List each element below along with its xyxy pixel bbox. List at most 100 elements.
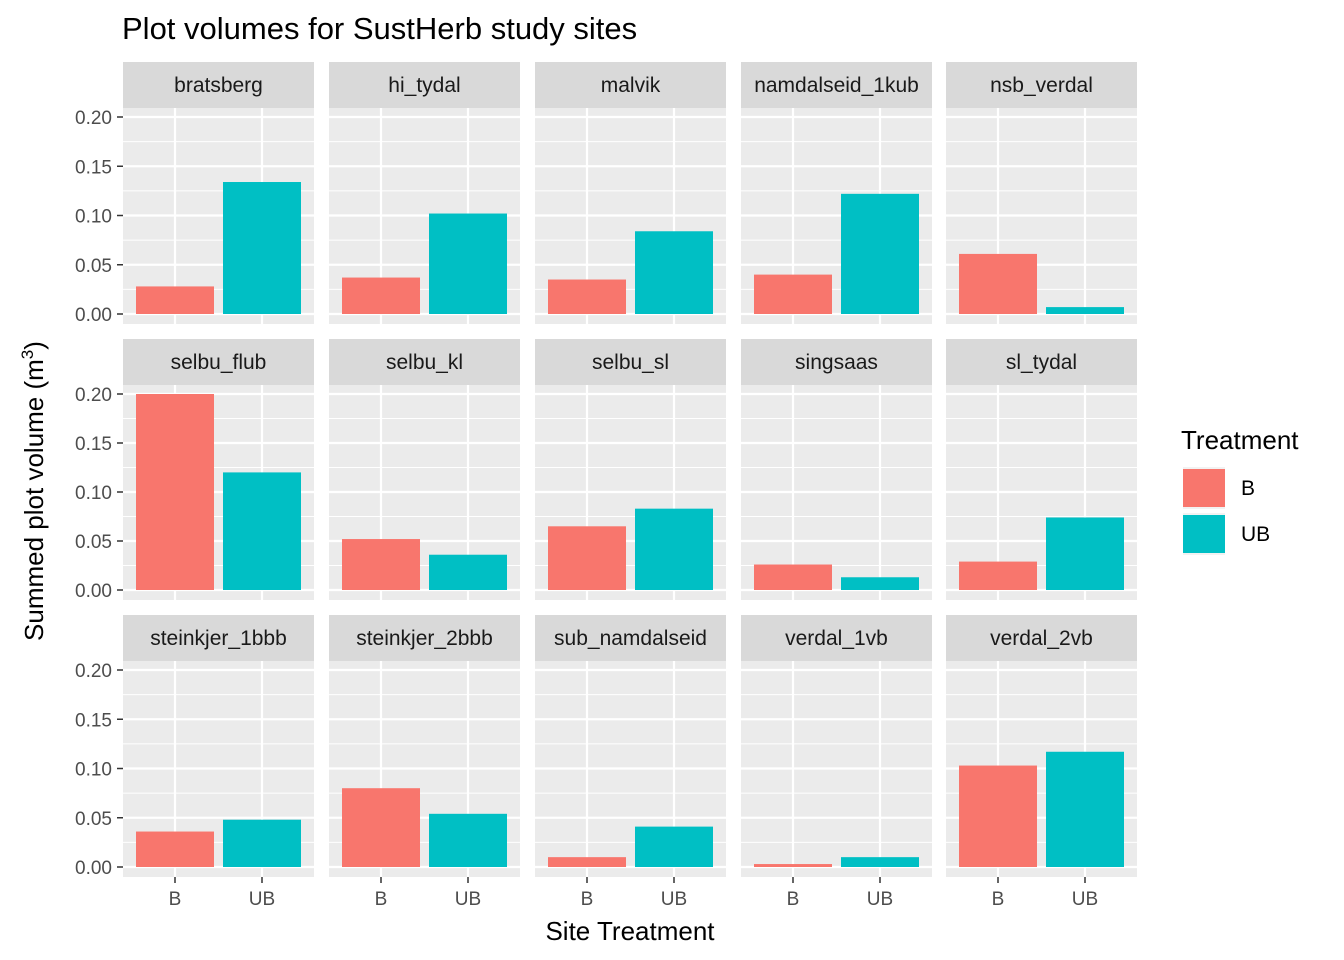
facet-label: hi_tydal [388, 74, 460, 97]
facet-label: malvik [601, 74, 661, 97]
facet-strip [123, 62, 314, 108]
legend-title: Treatment [1181, 425, 1299, 455]
y-axes: 0.00 0.05 0.10 0.15 0.20 0.00 0.05 0.10 0.15 0.20… [75, 108, 123, 879]
facet-namdalseid_1kub: namdalseid_1kub [741, 62, 932, 324]
facet-strip [946, 62, 1137, 108]
x-tick-label: B [992, 889, 1005, 910]
x-axis-title: Site Treatment [545, 916, 715, 946]
facet-label: selbu_kl [386, 351, 463, 374]
facet-selbu_flub: selbu_flub [123, 339, 314, 600]
bar-selbu_flub-B [136, 394, 214, 590]
facet-label: sl_tydal [1006, 351, 1077, 374]
facet-strip [123, 615, 314, 661]
y-tick-label: 0.20 [75, 385, 112, 406]
facet-label: selbu_flub [171, 351, 267, 374]
facet-strip [535, 62, 726, 108]
bar-sl_tydal-UB [1046, 517, 1124, 590]
y-tick-label: 0.00 [75, 581, 112, 602]
facet-strip [946, 339, 1137, 385]
facet-strip [535, 615, 726, 661]
legend: Treatment B UB [1181, 425, 1299, 555]
bar-selbu_kl-B [342, 539, 420, 590]
bar-verdal_1vb-UB [841, 857, 919, 867]
y-tick-label: 0.20 [75, 108, 112, 129]
bar-sub_namdalseid-UB [635, 826, 713, 867]
bar-namdalseid_1kub-B [754, 274, 832, 314]
facet-label: bratsberg [174, 74, 263, 97]
y-tick-label: 0.20 [75, 661, 112, 682]
bar-steinkjer_2bbb-B [342, 788, 420, 867]
y-axis-title-suffix: ) [19, 341, 49, 350]
facet-nsb_verdal: nsb_verdal [946, 62, 1137, 324]
legend-swatch-B [1183, 469, 1225, 507]
x-tick-label: UB [867, 889, 893, 910]
y-tick-label: 0.05 [75, 532, 112, 553]
y-tick-label: 0.05 [75, 809, 112, 830]
facet-label: steinkjer_2bbb [356, 627, 493, 650]
bar-nsb_verdal-B [959, 253, 1037, 314]
y-tick-label: 0.00 [75, 305, 112, 326]
bar-steinkjer_1bbb-B [136, 831, 214, 867]
facet-strip [741, 339, 932, 385]
x-tick-label: B [169, 889, 182, 910]
facet-label: singsaas [795, 351, 878, 374]
facet-strip [123, 339, 314, 385]
bar-namdalseid_1kub-UB [841, 193, 919, 314]
y-tick-label: 0.10 [75, 207, 112, 228]
facet-strip [535, 339, 726, 385]
x-tick-label: B [375, 889, 388, 910]
facet-verdal_1vb: verdal_1vb [741, 615, 932, 877]
legend-label-UB: UB [1241, 523, 1270, 546]
bar-malvik-UB [635, 231, 713, 314]
x-axes: B UB B UB B UB B UB B UB [169, 877, 1098, 910]
y-tick-label: 0.15 [75, 710, 112, 731]
x-tick-label: UB [455, 889, 481, 910]
x-tick-label: UB [1072, 889, 1098, 910]
x-tick-label: B [787, 889, 800, 910]
y-tick-label: 0.10 [75, 483, 112, 504]
bar-malvik-B [548, 279, 626, 314]
facet-panels: bratsberg hi_tydal malvik namdalseid_1kub ns… [123, 62, 1137, 877]
bar-nsb_verdal-UB [1046, 307, 1124, 314]
bar-selbu_sl-UB [635, 508, 713, 590]
facet-strip [329, 339, 520, 385]
x-tick-label: UB [249, 889, 275, 910]
y-axis-title-superscript: 3 [18, 350, 37, 359]
bar-verdal_1vb-B [754, 864, 832, 867]
chart-title: Plot volumes for SustHerb study sites [122, 11, 637, 46]
facet-label: verdal_2vb [990, 627, 1093, 650]
facet-strip [329, 615, 520, 661]
facet-sub_namdalseid: sub_namdalseid [535, 615, 726, 877]
bar-verdal_2vb-UB [1046, 751, 1124, 867]
facet-label: selbu_sl [592, 351, 669, 374]
facet-selbu_kl: selbu_kl [329, 339, 520, 600]
x-tick-label: B [581, 889, 594, 910]
y-axis-title-main: Summed plot volume (m [19, 359, 49, 641]
bar-selbu_flub-UB [223, 472, 301, 590]
bar-verdal_2vb-B [959, 765, 1037, 867]
bar-singsaas-B [754, 564, 832, 590]
bar-hi_tydal-UB [429, 213, 507, 314]
facet-label: verdal_1vb [785, 627, 888, 650]
bar-steinkjer_1bbb-UB [223, 819, 301, 867]
facet-singsaas: singsaas [741, 339, 932, 600]
facet-steinkjer_2bbb: steinkjer_2bbb [329, 615, 520, 877]
bar-hi_tydal-B [342, 277, 420, 314]
facet-label: namdalseid_1kub [754, 74, 919, 97]
y-tick-label: 0.15 [75, 157, 112, 178]
y-tick-label: 0.05 [75, 256, 112, 277]
facet-malvik: malvik [535, 62, 726, 324]
facet-selbu_sl: selbu_sl [535, 339, 726, 600]
bar-bratsberg-B [136, 286, 214, 314]
facet-label: nsb_verdal [990, 74, 1093, 97]
bar-singsaas-UB [841, 577, 919, 590]
bar-bratsberg-UB [223, 182, 301, 314]
facet-hi_tydal: hi_tydal [329, 62, 520, 324]
bar-sub_namdalseid-B [548, 857, 626, 867]
legend-label-B: B [1241, 477, 1255, 500]
y-axis-title: Summed plot volume (m3) [18, 341, 49, 641]
facet-label: sub_namdalseid [554, 627, 707, 650]
bar-sl_tydal-B [959, 561, 1037, 590]
bar-selbu_sl-B [548, 526, 626, 590]
